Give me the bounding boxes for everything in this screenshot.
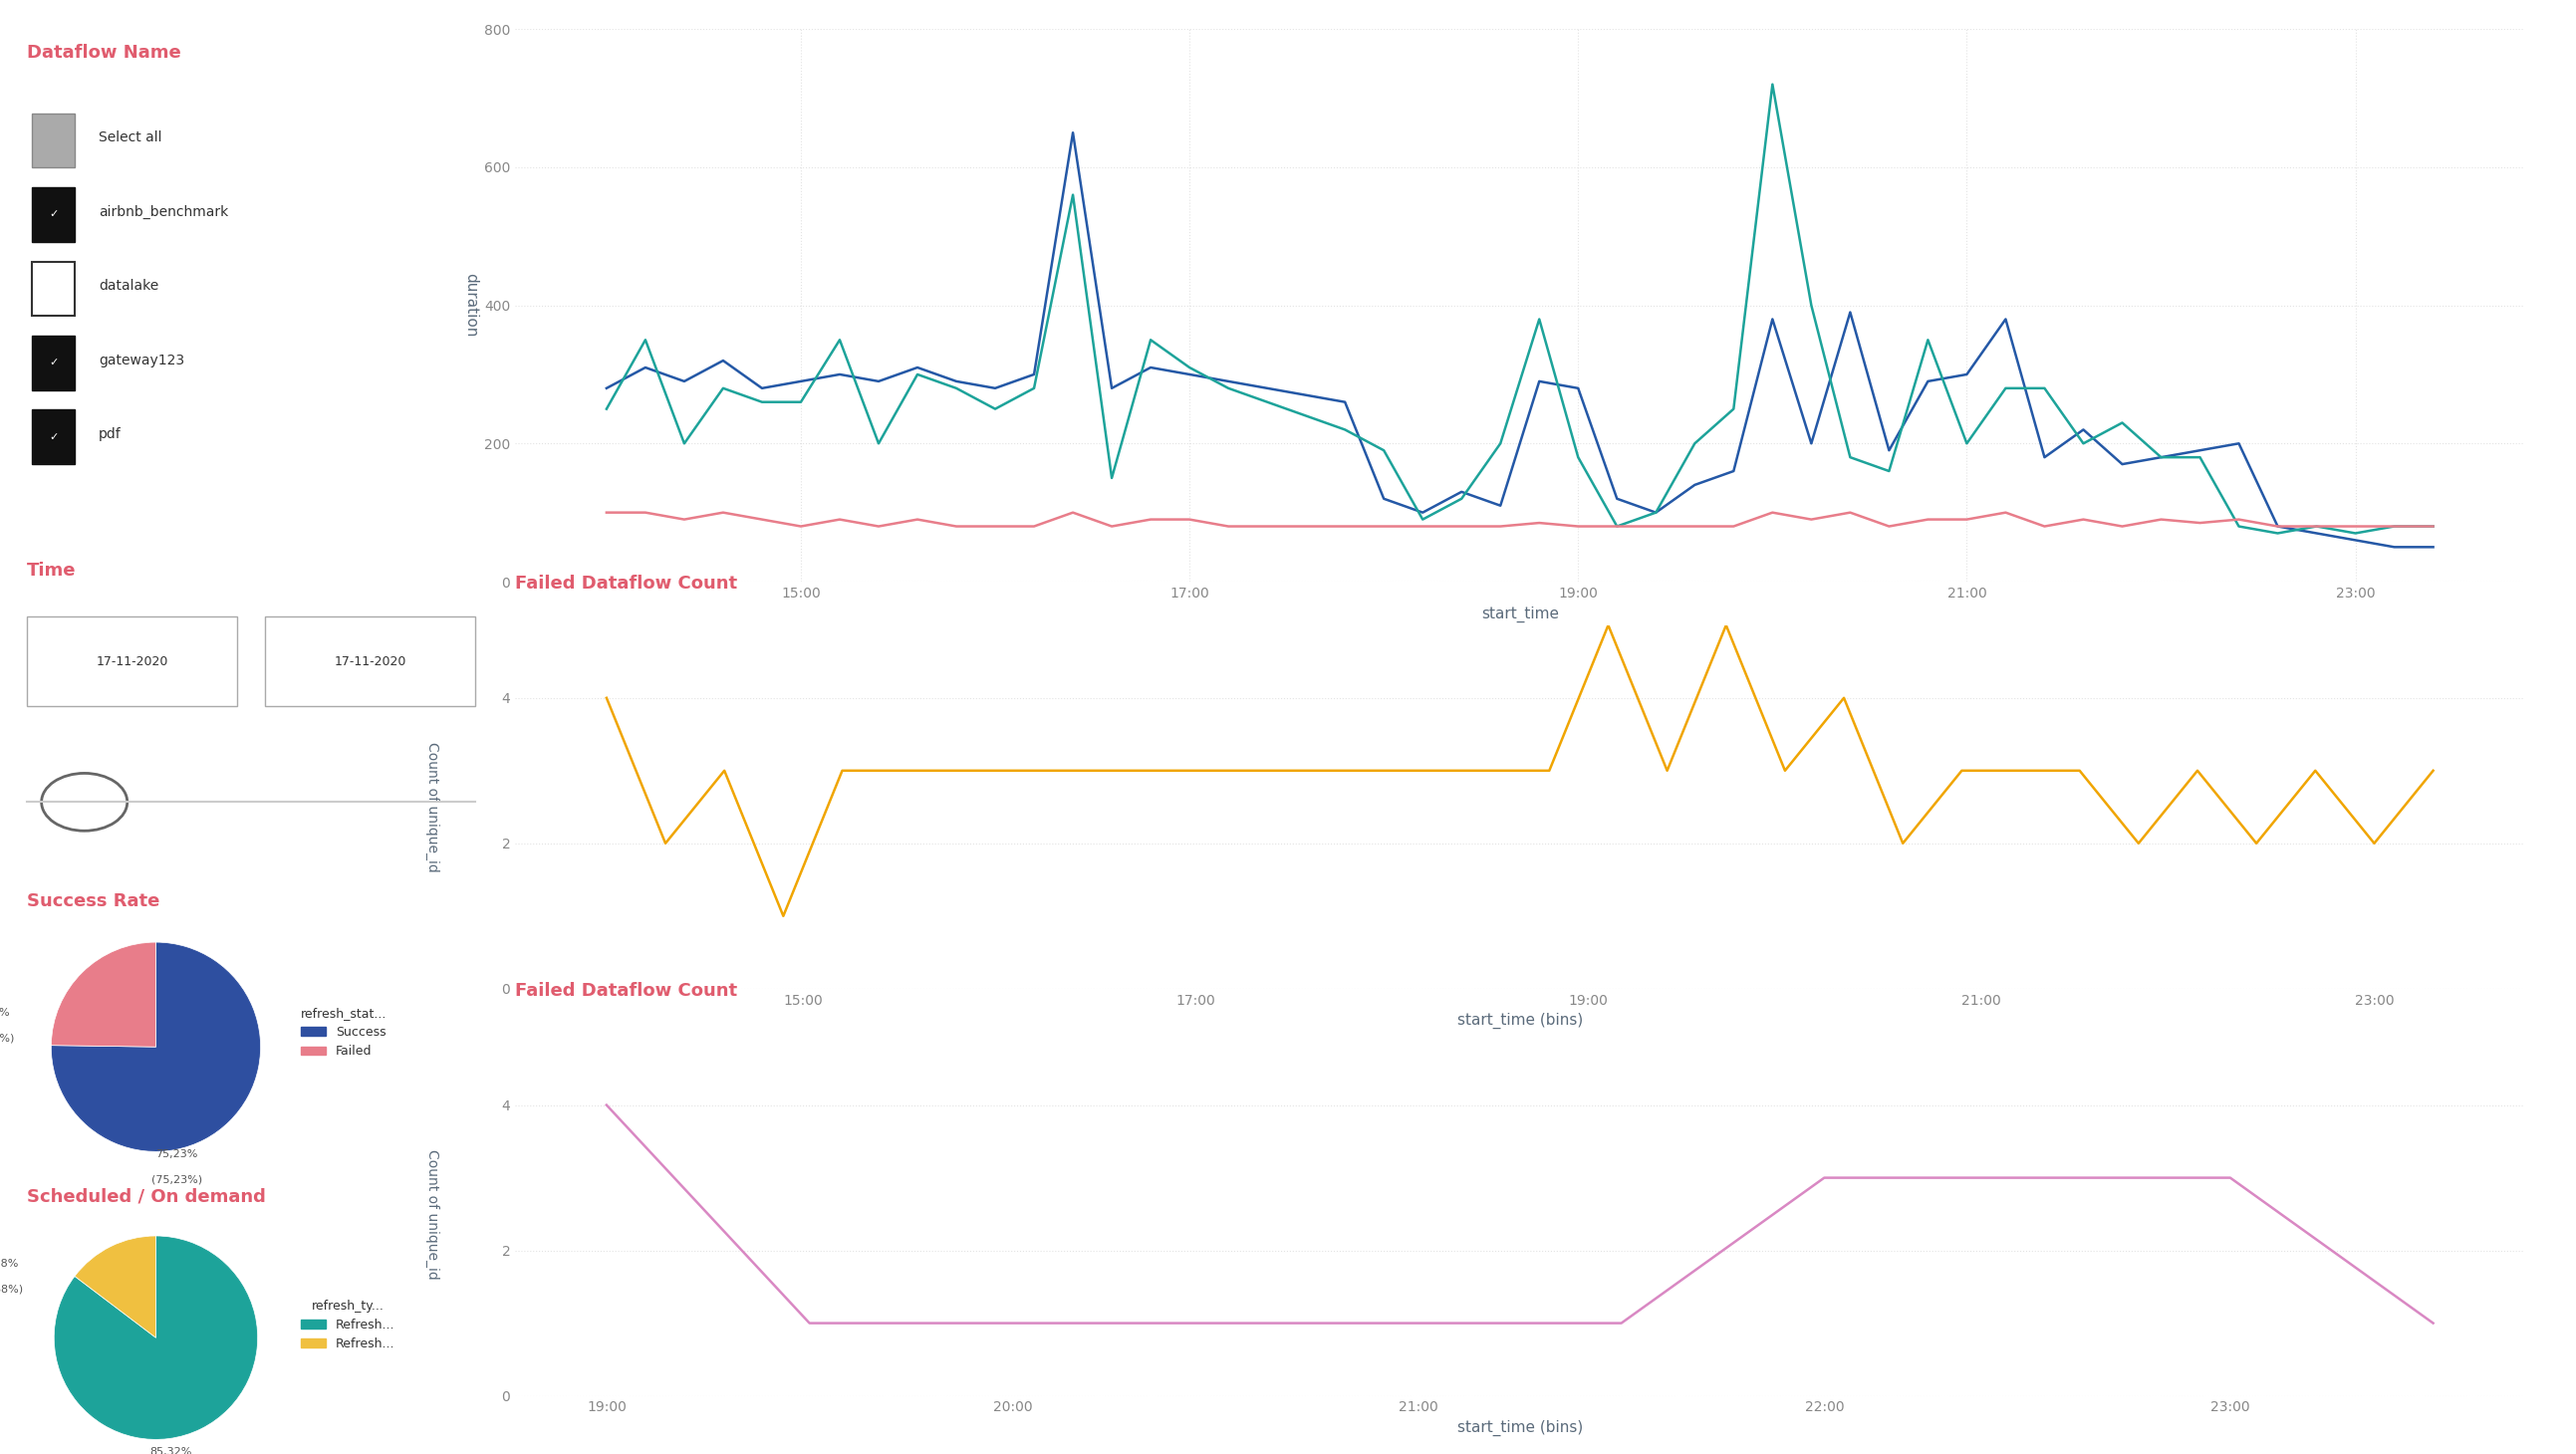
X-axis label: start_time (bins): start_time (bins)	[1458, 1421, 1582, 1437]
Y-axis label: Count of unique_id: Count of unique_id	[425, 742, 440, 872]
Text: ✓: ✓	[49, 209, 59, 220]
Text: airbnb_benchmark: airbnb_benchmark	[98, 205, 229, 220]
Text: ✓: ✓	[49, 358, 59, 368]
Y-axis label: duration: duration	[464, 273, 479, 337]
FancyBboxPatch shape	[31, 188, 75, 241]
Text: Success Rate: Success Rate	[28, 893, 160, 910]
Text: pdf: pdf	[98, 427, 121, 442]
Text: 17-11-2020: 17-11-2020	[95, 654, 167, 667]
FancyBboxPatch shape	[28, 616, 237, 707]
X-axis label: start_time: start_time	[1481, 606, 1558, 622]
Text: Select all: Select all	[98, 131, 162, 145]
Text: ✓: ✓	[49, 432, 59, 442]
FancyBboxPatch shape	[31, 410, 75, 464]
Text: Failed Dataflow Count: Failed Dataflow Count	[515, 981, 737, 1000]
Legend: Refresh..., Refresh...: Refresh..., Refresh...	[296, 1294, 399, 1355]
X-axis label: start_time (bins): start_time (bins)	[1458, 1013, 1582, 1029]
Text: datalake: datalake	[98, 279, 160, 294]
FancyBboxPatch shape	[31, 336, 75, 390]
Legend: Success, Failed: Success, Failed	[296, 1002, 392, 1063]
Text: Failed Dataflow Count: Failed Dataflow Count	[515, 574, 737, 593]
Y-axis label: Count of unique_id: Count of unique_id	[425, 1149, 440, 1280]
Text: Scheduled / On demand: Scheduled / On demand	[28, 1188, 265, 1205]
Text: 17-11-2020: 17-11-2020	[335, 654, 407, 667]
FancyBboxPatch shape	[31, 113, 75, 167]
FancyBboxPatch shape	[265, 616, 474, 707]
Text: Time: Time	[28, 563, 77, 580]
Text: Dataflow Name: Dataflow Name	[28, 44, 180, 63]
Text: gateway123: gateway123	[98, 353, 185, 368]
FancyBboxPatch shape	[31, 262, 75, 316]
